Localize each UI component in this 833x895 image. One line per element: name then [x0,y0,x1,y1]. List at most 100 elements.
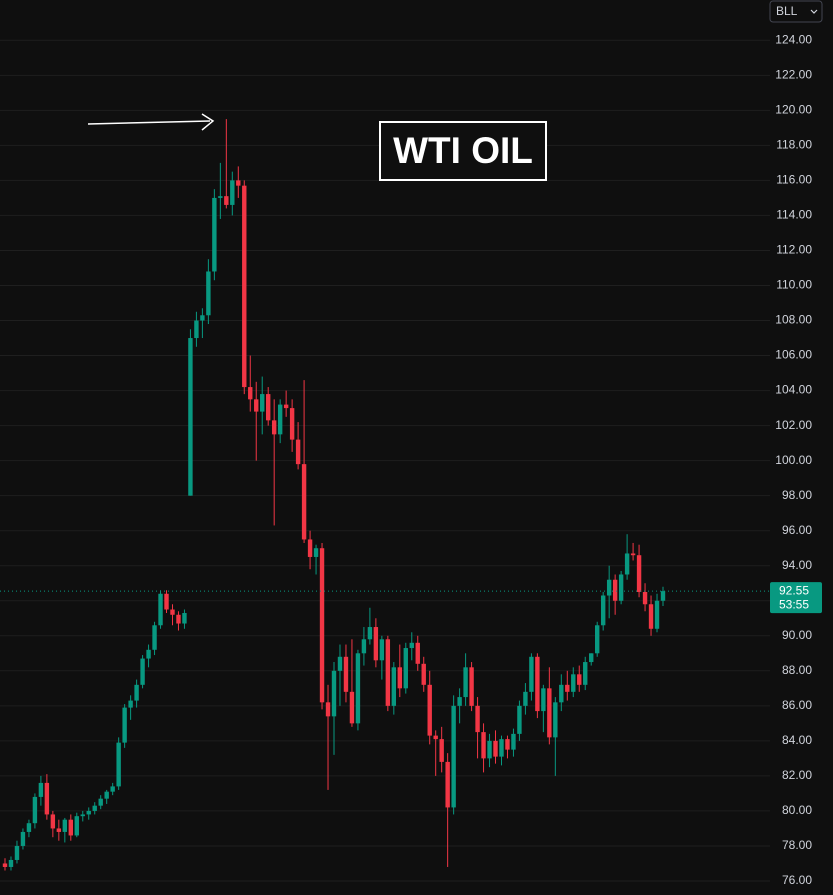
symbol-menu[interactable] [769,0,823,23]
candle-body [343,656,349,692]
y-tick-label: 104.00 [775,383,812,397]
candle-body [266,394,271,421]
candle-body [648,604,654,629]
symbol-menu-label[interactable]: BLL [776,4,798,18]
candle-body [654,600,660,629]
candle-body [571,674,576,692]
candle-body [589,653,594,663]
candle-body [86,810,91,815]
candle-body [535,656,540,712]
candle-body [397,667,402,689]
candle-body [80,814,85,817]
candle-body [236,180,241,186]
candle-body [391,667,397,706]
candle-body [14,845,20,860]
candle-body [176,614,181,624]
candle-body [230,180,235,205]
candle-body [277,404,283,435]
candle-body [618,574,624,601]
y-tick-label: 110.00 [776,278,812,292]
chart-title: WTI OIL [393,130,533,171]
candle-body [206,271,211,316]
candle-body [337,656,343,671]
candle-body [2,863,8,867]
candle-body [385,639,391,706]
arrow-line [87,120,211,125]
y-tick-label: 90.00 [782,628,812,642]
candle-body [92,805,97,811]
candle-body [38,782,44,797]
candle-body [110,786,115,792]
candle-body [134,684,139,701]
y-tick-label: 86.00 [782,698,812,712]
candle-body [98,798,103,806]
last-price-label: 92.55 [779,583,809,597]
candle-body [427,684,432,736]
candle-body [457,697,462,706]
y-tick-label: 118.00 [776,138,812,152]
countdown-label: 53:55 [779,597,809,611]
candle-body [283,404,289,409]
candle-body [146,649,151,659]
candle-body [325,702,331,717]
candle-body [170,609,175,615]
candle-body [612,579,618,601]
candle-body [541,688,546,712]
candle-body [32,796,38,824]
candle-body [469,667,474,706]
candle-body [439,739,444,762]
y-tick-label: 100.00 [775,453,812,467]
candle-body [289,408,295,440]
y-tick-label: 112.00 [776,243,812,257]
candle-body [660,591,666,601]
candle-body [140,658,145,685]
candle-body [248,387,253,400]
menu-caret[interactable] [810,9,818,14]
candle-body [373,627,379,661]
candle-body [200,315,205,321]
candle-body [475,705,480,733]
candle-body [523,691,528,706]
candle-body [499,739,504,757]
candle-body [505,739,510,750]
y-tick-label: 94.00 [782,558,812,572]
candle-body [188,338,193,496]
candle-body [403,648,408,689]
candle-body [182,613,187,624]
candle-body [577,674,582,685]
candle-body [355,653,361,724]
candle-body [301,464,307,540]
candle-body [529,656,534,692]
candle-body [642,591,648,605]
candle-body [487,740,492,759]
y-tick-label: 84.00 [782,733,812,747]
candle-body [606,579,612,596]
candle-body [224,196,229,205]
candle-body [636,555,642,592]
candle-body [451,705,456,808]
candle-body [583,662,588,685]
candle-body [595,625,600,654]
candle-body [565,684,570,692]
y-tick-label: 124.00 [775,32,812,46]
candle-body [26,823,32,832]
arrow-head [201,113,215,131]
candle-body [559,684,564,703]
candle-body [44,782,50,815]
candle-body [104,791,109,799]
last-price-box [770,582,822,614]
candle-body [194,320,199,339]
y-tick-label: 106.00 [775,348,812,362]
candle-body [421,663,426,685]
y-tick-label: 80.00 [782,803,812,817]
candle-body [624,553,630,575]
y-tick-label: 122.00 [775,67,812,81]
candle-body [8,859,14,867]
candle-body [50,814,56,829]
candle-body [517,705,522,734]
candle-body [481,732,486,759]
candle-body [600,595,606,626]
candle-body [20,831,26,846]
candle-body [242,185,247,388]
